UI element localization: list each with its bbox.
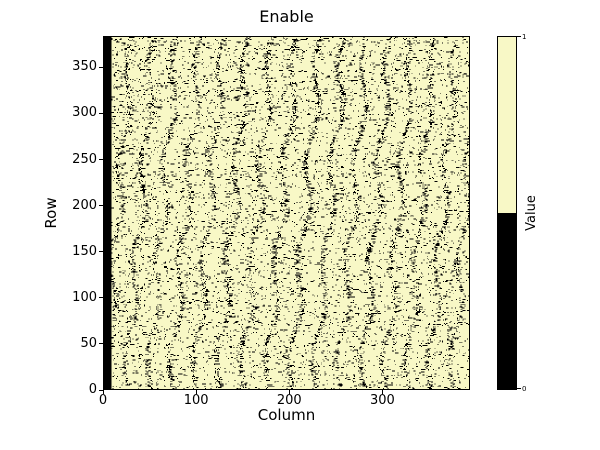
colorbar-tick-bottom <box>517 388 521 389</box>
y-tick-label: 150 <box>72 243 97 259</box>
x-tick-label: 200 <box>276 393 302 408</box>
heatmap-plot-area <box>103 36 470 390</box>
x-tick-label: 300 <box>370 393 395 408</box>
y-tick-mark <box>99 297 103 299</box>
y-tick-label: 350 <box>72 59 97 75</box>
y-tick-label: 200 <box>72 197 97 213</box>
colorbar-tick-label-top: 1 <box>522 33 527 41</box>
y-tick-label: 100 <box>72 289 97 305</box>
colorbar-tick-label-bottom: 0 <box>522 385 527 393</box>
y-tick-label: 300 <box>72 105 97 121</box>
y-tick-mark <box>99 159 103 161</box>
y-tick-mark <box>99 389 103 391</box>
colorbar-tick-top <box>517 36 521 37</box>
y-tick-label: 50 <box>80 335 97 351</box>
y-tick-mark <box>99 66 103 68</box>
heatmap-canvas <box>104 37 469 389</box>
colorbar-axis-label: Value <box>524 195 539 231</box>
y-tick-mark <box>99 205 103 207</box>
y-tick-label: 0 <box>88 382 97 397</box>
x-tick-mark <box>102 390 104 394</box>
colorbar-segment-value1 <box>498 37 516 213</box>
x-tick-mark <box>195 390 197 394</box>
colorbar <box>497 36 517 390</box>
x-axis-label: Column <box>257 406 316 424</box>
x-tick-mark <box>381 390 383 394</box>
y-tick-mark <box>99 251 103 253</box>
x-tick-mark <box>288 390 290 394</box>
colorbar-segment-value0 <box>498 213 516 389</box>
y-tick-mark <box>99 112 103 114</box>
chart-title: Enable <box>259 7 314 26</box>
y-tick-label: 250 <box>72 151 97 167</box>
y-tick-mark <box>99 343 103 345</box>
x-tick-label: 0 <box>98 393 108 408</box>
x-tick-label: 100 <box>183 393 209 408</box>
y-axis-label: Row <box>42 197 60 229</box>
